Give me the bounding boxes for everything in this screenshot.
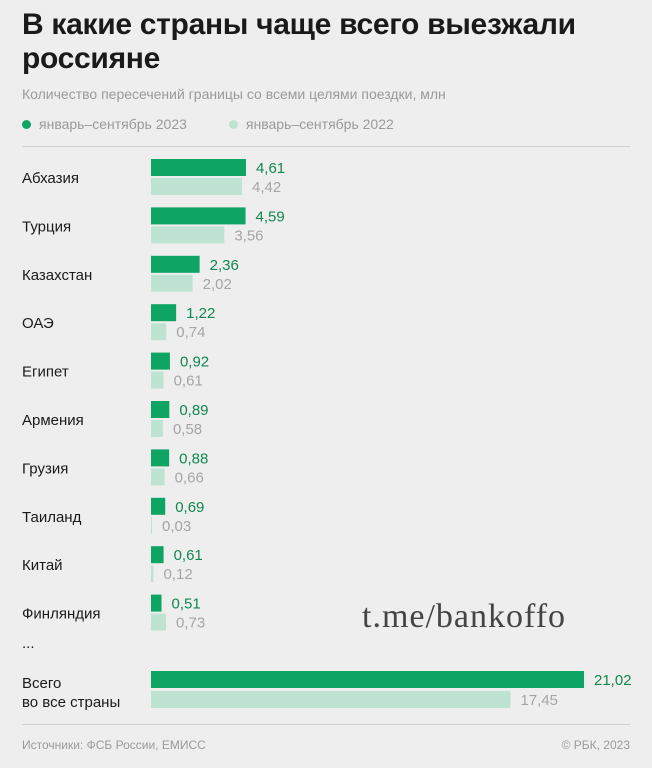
ellipsis-label: ... <box>22 635 35 652</box>
legend-item-2022: январь–сентябрь 2022 <box>228 114 394 134</box>
value-label-2022: 0,74 <box>176 324 205 341</box>
watermark: t.me/bankoffo <box>362 598 567 635</box>
bar-2022 <box>151 516 152 534</box>
value-label-2022: 0,58 <box>173 421 202 438</box>
category-label: Египет <box>22 364 69 381</box>
bar-2022 <box>151 613 167 631</box>
total-label-line2: во все страны <box>22 694 120 711</box>
value-label-2022: 0,73 <box>176 615 205 632</box>
top-divider <box>22 146 630 147</box>
category-label: Грузия <box>22 460 68 477</box>
bar-2022 <box>151 274 193 292</box>
total-value-2023: 21,02 <box>594 672 632 689</box>
bar-2022 <box>151 468 165 486</box>
bar-2023 <box>151 546 164 564</box>
category-label: Казахстан <box>22 267 92 284</box>
category-label: Таиланд <box>22 509 82 526</box>
bar-2023 <box>151 449 170 467</box>
total-value-2022: 17,45 <box>520 692 558 709</box>
bar-2023 <box>151 594 162 612</box>
legend-dot-2022 <box>228 119 238 129</box>
source-note: Источники: ФСБ России, ЕМИСС <box>22 738 206 752</box>
value-label-2022: 0,66 <box>175 469 204 486</box>
value-label-2022: 4,42 <box>252 179 281 196</box>
bottom-divider <box>22 724 630 725</box>
bar-2023 <box>151 207 246 225</box>
category-label: Армения <box>22 412 84 429</box>
chart-subtitle: Количество пересечений границы со всеми … <box>22 86 446 102</box>
category-label: Финляндия <box>22 606 100 623</box>
value-label-2023: 1,22 <box>186 305 215 322</box>
legend-label-2023: январь–сентябрь 2023 <box>39 116 187 132</box>
bar-2022 <box>151 565 154 583</box>
legend-item-2023: январь–сентябрь 2023 <box>22 114 187 134</box>
chart-title: В какие страны чаще всего выезжали росси… <box>22 8 576 75</box>
total-bar-2023 <box>151 671 585 688</box>
bar-2023 <box>151 497 166 515</box>
value-label-2023: 2,36 <box>210 257 239 274</box>
bar-2023 <box>151 255 200 273</box>
category-label: ОАЭ <box>22 315 54 332</box>
value-label-2023: 0,92 <box>180 354 209 371</box>
category-label: Турция <box>22 218 71 235</box>
value-label-2023: 4,61 <box>256 160 285 177</box>
total-label-line1: Всего <box>22 675 61 692</box>
total-bar-2022 <box>151 691 511 708</box>
value-label-2022: 3,56 <box>234 227 263 244</box>
value-label-2023: 0,89 <box>179 402 208 419</box>
value-label-2023: 0,61 <box>174 547 203 564</box>
bar-2022 <box>151 323 167 341</box>
legend-dot-2023 <box>22 119 31 129</box>
bar-2022 <box>151 226 225 244</box>
value-label-2022: 2,02 <box>203 276 232 293</box>
copyright-note: © РБК, 2023 <box>561 738 630 752</box>
legend-label-2022: январь–сентябрь 2022 <box>245 116 394 132</box>
value-label-2023: 4,59 <box>256 208 285 225</box>
legend: январь–сентябрь 2023 январь–сентябрь 202… <box>22 114 394 134</box>
value-label-2023: 0,51 <box>172 596 201 613</box>
value-label-2022: 0,12 <box>163 566 192 583</box>
bar-2022 <box>151 371 164 389</box>
bar-2023 <box>151 352 170 370</box>
bar-2023 <box>151 304 177 322</box>
bar-2022 <box>151 420 163 437</box>
value-label-2023: 0,88 <box>179 450 208 467</box>
category-label: Абхазия <box>22 170 79 187</box>
bar-2022 <box>151 178 243 195</box>
value-label-2022: 0,03 <box>162 518 191 535</box>
value-label-2022: 0,61 <box>174 373 203 390</box>
bar-2023 <box>151 401 170 418</box>
value-label-2023: 0,69 <box>175 499 204 516</box>
bar-2023 <box>151 159 246 176</box>
category-label: Китай <box>22 557 63 574</box>
